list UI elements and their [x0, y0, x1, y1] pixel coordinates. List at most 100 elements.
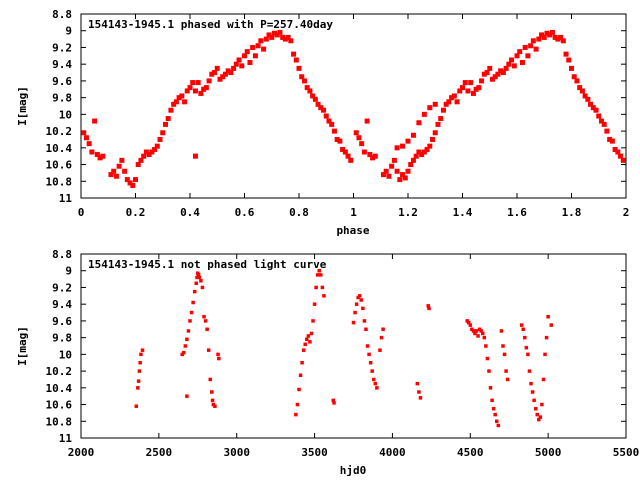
top-x-tick-label: 1 [350, 206, 357, 219]
bottom-data-point [309, 331, 314, 336]
top-data-point [397, 177, 403, 183]
top-data-point [315, 101, 321, 107]
bottom-y-tick-label: 10 [59, 348, 72, 361]
top-x-tick-label: 1.8 [562, 206, 582, 219]
top-data-point [560, 38, 566, 44]
top-data-point [81, 130, 87, 136]
top-data-point [479, 78, 485, 84]
top-data-point [476, 85, 482, 91]
top-data-point [182, 99, 188, 105]
bottom-data-point [479, 329, 483, 333]
top-data-point [536, 36, 542, 42]
bottom-data-point [490, 398, 494, 403]
bottom-data-point [473, 331, 477, 336]
bottom-data-point [354, 302, 359, 306]
bottom-y-axis-label: I[mag] [16, 326, 29, 366]
top-data-point [94, 152, 100, 158]
bottom-data-point [351, 320, 356, 325]
top-data-point [596, 113, 602, 119]
top-data-point [225, 68, 231, 74]
top-data-point [370, 155, 376, 161]
bottom-data-point [194, 281, 198, 286]
bottom-data-point [314, 285, 318, 290]
top-data-point [519, 60, 525, 66]
top-data-point [525, 53, 531, 59]
top-data-point [435, 121, 441, 127]
top-data-point [383, 168, 389, 174]
top-data-point [604, 128, 610, 134]
top-data-point [601, 121, 607, 127]
top-data-point [440, 107, 446, 113]
top-data-point [460, 85, 465, 91]
bottom-data-point [530, 390, 535, 394]
top-data-point [263, 36, 269, 42]
top-data-point [222, 71, 228, 77]
top-data-point [318, 105, 324, 111]
top-data-point [506, 61, 512, 67]
top-data-point [577, 85, 583, 91]
bottom-data-point [319, 273, 323, 277]
top-data-point [372, 153, 378, 159]
unphased-light-curve-plot: 154143-1945.1 not phased light curve hjd… [16, 248, 639, 477]
bottom-data-point [468, 323, 473, 327]
bottom-data-point [379, 335, 384, 340]
top-data-point [367, 152, 373, 158]
bottom-data-point [466, 320, 471, 325]
bottom-data-point [305, 337, 309, 342]
bottom-data-point [353, 310, 357, 315]
top-data-point [566, 57, 572, 63]
top-data-point [220, 74, 226, 80]
top-data-point [173, 99, 179, 105]
top-x-tick-label: 0.8 [289, 206, 309, 219]
top-data-point [612, 146, 618, 152]
top-data-point [530, 38, 536, 44]
bottom-y-tick-label: 10.2 [46, 365, 73, 378]
top-data-point [92, 118, 98, 124]
bottom-y-tick-label: 9 [65, 265, 72, 278]
bottom-data-point [216, 352, 220, 357]
top-data-point [296, 65, 302, 71]
top-data-point [574, 78, 580, 84]
bottom-data-point [365, 344, 370, 348]
top-data-point [149, 149, 155, 155]
top-data-point [446, 99, 452, 105]
bottom-data-point [415, 381, 420, 386]
top-data-point [231, 65, 237, 71]
top-data-point [157, 136, 163, 142]
bottom-y-tick-label: 10.4 [46, 382, 73, 395]
top-data-point [323, 113, 329, 119]
bottom-data-point [138, 360, 142, 365]
top-data-point [244, 49, 250, 55]
top-data-point [274, 32, 280, 38]
bottom-data-point [311, 319, 315, 323]
top-data-point [555, 36, 561, 42]
bottom-data-point [210, 390, 214, 394]
bottom-data-point [139, 352, 143, 357]
top-plot-frame [80, 13, 627, 199]
bottom-plot-title: 154143-1945.1 not phased light curve [88, 258, 327, 271]
bottom-data-point [544, 335, 549, 340]
bottom-data-point [521, 327, 525, 332]
bottom-data-point [501, 344, 505, 348]
top-data-point [443, 101, 449, 107]
top-data-point [400, 172, 406, 178]
bottom-data-point [541, 377, 546, 382]
top-y-tick-label: 9.2 [52, 41, 72, 54]
bottom-data-point [357, 294, 362, 298]
top-y-tick-label: 8.8 [52, 8, 72, 21]
top-data-point [304, 85, 310, 91]
top-data-point [348, 157, 354, 163]
bottom-data-point [185, 394, 189, 398]
bottom-data-point [495, 419, 499, 424]
top-x-tick-label: 1.4 [453, 206, 473, 219]
top-data-point [271, 30, 277, 36]
bottom-data-point [188, 319, 192, 323]
top-data-point [528, 43, 534, 49]
top-data-point [419, 152, 425, 158]
bottom-data-point [322, 294, 326, 298]
bottom-y-tick-label: 9.4 [52, 298, 72, 311]
top-x-tick-label: 1.2 [398, 206, 418, 219]
top-data-point [400, 143, 406, 149]
top-data-point [176, 95, 182, 101]
